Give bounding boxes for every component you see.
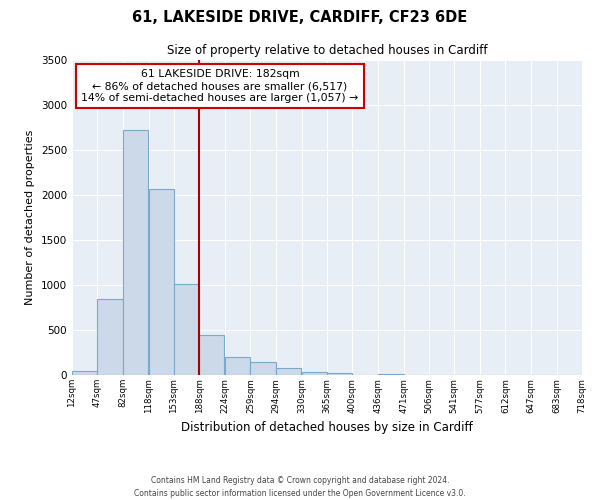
Text: Contains HM Land Registry data © Crown copyright and database right 2024.
Contai: Contains HM Land Registry data © Crown c… [134, 476, 466, 498]
X-axis label: Distribution of detached houses by size in Cardiff: Distribution of detached houses by size … [181, 421, 473, 434]
Bar [327, 373, 352, 375]
Bar [97, 298, 122, 375]
Text: 61 LAKESIDE DRIVE: 182sqm
← 86% of detached houses are smaller (6,517)
14% of se: 61 LAKESIDE DRIVE: 182sqm ← 86% of detac… [81, 70, 359, 102]
Bar [225, 357, 250, 375]
Bar [250, 362, 276, 375]
Bar [149, 188, 174, 375]
Title: Size of property relative to detached houses in Cardiff: Size of property relative to detached ho… [167, 44, 487, 58]
Bar [378, 374, 404, 375]
Bar [72, 370, 97, 375]
Y-axis label: Number of detached properties: Number of detached properties [25, 130, 35, 305]
Bar [122, 130, 148, 375]
Bar [174, 284, 199, 375]
Text: 61, LAKESIDE DRIVE, CARDIFF, CF23 6DE: 61, LAKESIDE DRIVE, CARDIFF, CF23 6DE [133, 10, 467, 25]
Bar [199, 334, 224, 375]
Bar [276, 368, 301, 375]
Bar [302, 372, 327, 375]
